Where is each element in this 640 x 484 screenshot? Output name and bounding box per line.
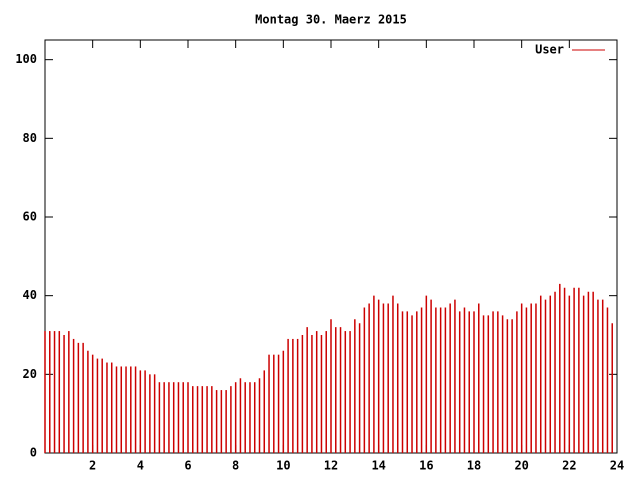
y-tick-label: 80 (23, 131, 37, 145)
x-tick-label: 6 (184, 459, 191, 473)
x-tick-label: 2 (89, 459, 96, 473)
legend-label: User (535, 43, 564, 57)
x-tick-label: 24 (610, 459, 624, 473)
y-tick-label: 40 (23, 288, 37, 302)
x-tick-label: 4 (137, 459, 144, 473)
x-tick-label: 16 (419, 459, 433, 473)
x-tick-label: 12 (324, 459, 338, 473)
y-tick-label: 100 (15, 52, 37, 66)
chart-title: Montag 30. Maerz 2015 (255, 13, 407, 27)
x-tick-label: 18 (467, 459, 481, 473)
x-tick-label: 14 (371, 459, 385, 473)
y-tick-label: 60 (23, 210, 37, 224)
x-tick-label: 20 (514, 459, 528, 473)
y-tick-label: 0 (30, 446, 37, 460)
x-tick-label: 8 (232, 459, 239, 473)
x-tick-label: 10 (276, 459, 290, 473)
y-tick-label: 20 (23, 367, 37, 381)
x-tick-label: 22 (562, 459, 576, 473)
